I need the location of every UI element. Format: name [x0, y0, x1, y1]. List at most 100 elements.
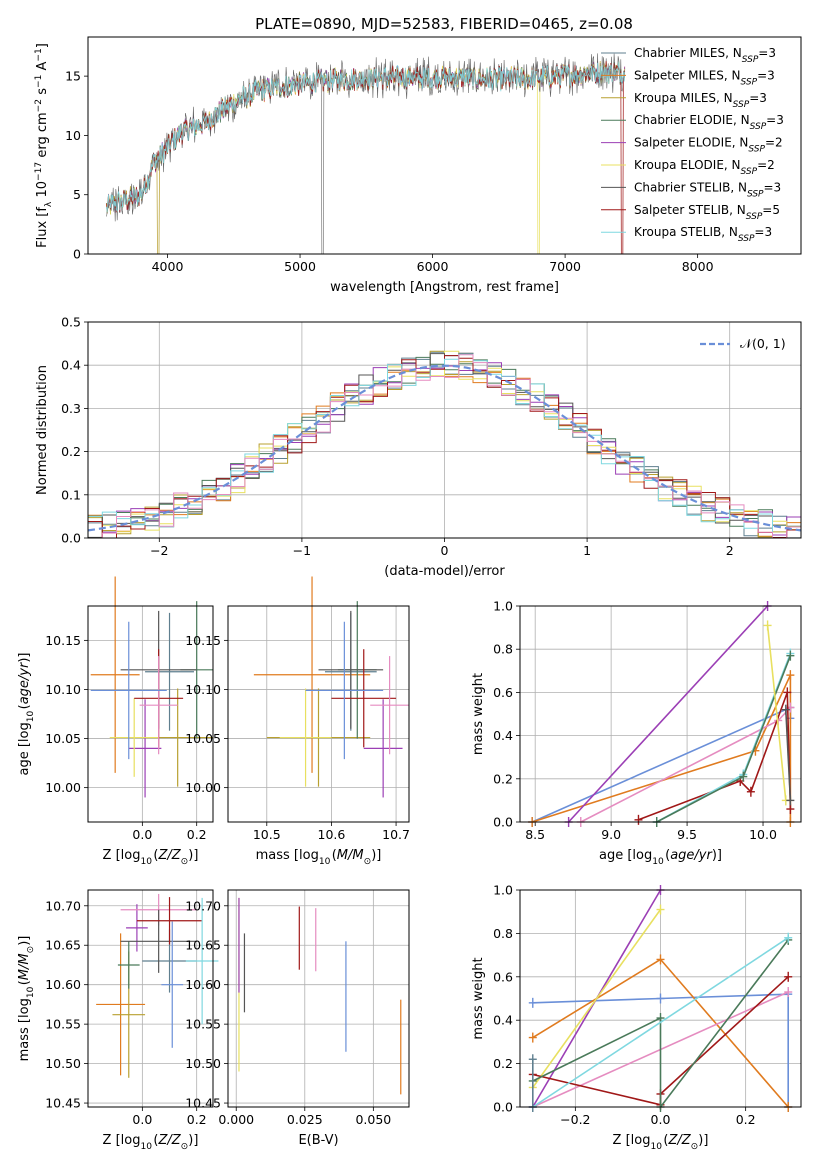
weight-line-salpeter_elodie — [568, 605, 769, 823]
x-tick-label: −1 — [293, 543, 311, 558]
y-tick-label: 10.05 — [185, 731, 221, 746]
x-tick-label: 10.7 — [382, 827, 410, 842]
x-tick-label: 0.2 — [187, 827, 207, 842]
weight_vs_age-panel: 8.5 9.0 9.5 10.0 0.0 0.2 0.4 0.6 0.8 1.0 age [log1… — [471, 599, 802, 867]
legend-label: Chabrier STELIB, NSSP=3 — [634, 180, 781, 199]
y-tick-label: 10.00 — [185, 780, 221, 795]
x-tick-label: 0.2 — [736, 1112, 756, 1127]
x-tick-label: 0.0 — [651, 1112, 671, 1127]
mass_vs_ebv-panel: 0.000 0.025 0.050 10.45 10.50 10.55 10.60 10.65… — [185, 889, 410, 1148]
spectrum-line-chabrier_stelib — [106, 53, 625, 254]
y-tick-label: 5 — [73, 187, 81, 202]
x-axis-label: Z [log10 (Z/Z⊙)] — [103, 1133, 199, 1152]
y-tick-label: 10.55 — [185, 1017, 221, 1032]
y-tick-label: 0.8 — [493, 926, 513, 941]
y-tick-label: 1.0 — [493, 599, 513, 614]
x-tick-label: −2 — [150, 543, 168, 558]
y-tick-label: 10.60 — [185, 977, 221, 992]
y-tick-label: 0.2 — [61, 444, 81, 459]
x-tick-label: 0.050 — [355, 1112, 391, 1127]
x-tick-label: 10.5 — [253, 827, 281, 842]
x-axis-label: wavelength [Angstrom, rest frame] — [330, 280, 559, 295]
x-tick-label: 4000 — [152, 259, 184, 274]
x-tick-label: 0.000 — [218, 1112, 254, 1127]
legend-label: Kroupa STELIB, NSSP=3 — [634, 225, 772, 244]
legend-label: Salpeter MILES, NSSP=3 — [634, 68, 775, 87]
y-axis-label: Normed distribution — [35, 365, 50, 495]
y-tick-label: 10.65 — [185, 938, 221, 953]
weight_vs_Z-panel: −0.2 0.0 0.2 0.0 0.2 0.4 0.6 0.8 1.0 Z [log10 (Z/… — [471, 883, 802, 1152]
weight-line-chabrier_elodie — [532, 939, 789, 1110]
y-tick-label: 0.4 — [493, 1013, 513, 1028]
y-tick-label: 0.4 — [61, 358, 81, 373]
y-axis-label: Flux [fλ 10−17 erg cm−2 s−1 A−1] — [34, 43, 54, 248]
axes-frame — [87, 889, 214, 1108]
x-axis-label: Z [log10 (Z/Z⊙)] — [613, 1133, 709, 1152]
legend-label: 𝒩(0, 1) — [740, 336, 786, 351]
y-tick-label: 0.6 — [493, 685, 513, 700]
y-tick-label: 0.6 — [493, 969, 513, 984]
y-tick-label: 0.5 — [61, 315, 81, 330]
y-tick-label: 10.70 — [45, 898, 81, 913]
x-tick-label: 10.6 — [318, 827, 346, 842]
y-tick-label: 0.0 — [493, 815, 513, 830]
spectrum-panel: 4000 5000 6000 7000 8000 0 5 10 15 wavelength [An… — [34, 36, 802, 295]
axes-frame — [87, 36, 802, 255]
weight-line-kroupa_elodie — [532, 909, 662, 1088]
axes-frame — [519, 889, 802, 1108]
spectrum-line-salpeter_stelib — [106, 61, 626, 254]
y-axis-label: mass [log10 (M/M⊙)] — [17, 936, 36, 1062]
legend-label: Chabrier ELODIE, NSSP=3 — [634, 113, 784, 132]
y-tick-label: 10 — [65, 128, 81, 143]
x-axis-label: mass [log10 (M/M⊙)] — [256, 848, 382, 867]
x-axis-label: age [log10 (age/yr)] — [599, 848, 722, 867]
y-tick-label: 0.0 — [61, 531, 81, 546]
x-tick-label: 8.5 — [525, 827, 545, 842]
y-tick-label: 10.45 — [45, 1096, 81, 1111]
y-tick-label: 0.4 — [493, 728, 513, 743]
y-axis-label: mass weight — [471, 673, 486, 755]
x-tick-label: 7000 — [549, 259, 581, 274]
legend-label: Salpeter ELODIE, NSSP=2 — [634, 136, 783, 155]
weight-line-kroupa_elodie — [766, 625, 787, 801]
y-tick-label: 10.15 — [45, 633, 81, 648]
legend-label: Kroupa MILES, NSSP=3 — [634, 91, 767, 110]
residuals-panel: −2 −1 0 1 2 0.0 0.1 0.2 0.3 0.4 0.5 (data-model)/er… — [35, 315, 802, 579]
y-tick-label: 15 — [65, 69, 81, 84]
y-tick-label: 0 — [73, 247, 81, 262]
y-tick-label: 0.0 — [493, 1100, 513, 1115]
weight-line-normal_line — [531, 706, 792, 823]
axes-frame — [87, 321, 802, 539]
x-tick-label: 10.0 — [749, 827, 777, 842]
y-tick-label: 1.0 — [493, 883, 513, 898]
legend-label: Chabrier MILES, NSSP=3 — [634, 46, 776, 65]
y-tick-label: 10.70 — [185, 898, 221, 913]
spectrum-line-kroupa_stelib — [106, 61, 626, 213]
y-tick-label: 10.15 — [185, 633, 221, 648]
weight-line-salpeter_elodie_pink — [580, 706, 791, 823]
x-tick-label: 0.025 — [287, 1112, 323, 1127]
x-tick-label: 0.0 — [132, 827, 152, 842]
y-tick-label: 10.50 — [45, 1056, 81, 1071]
histogram-salpeter_elodie_pink — [88, 354, 801, 538]
y-tick-label: 10.65 — [45, 938, 81, 953]
spectrum-line-kroupa_elodie — [106, 61, 626, 254]
spectrum-line-kroupa_miles — [106, 61, 626, 254]
y-tick-label: 0.2 — [493, 771, 513, 786]
x-tick-label: 0 — [441, 543, 449, 558]
legend-label: Salpeter STELIB, NSSP=5 — [634, 203, 780, 222]
x-tick-label: 8000 — [682, 259, 714, 274]
weight-line-normal_line — [532, 993, 789, 1107]
x-tick-label: 6000 — [417, 259, 449, 274]
y-tick-label: 10.10 — [45, 682, 81, 697]
y-axis-label: age [log10 (age/yr)] — [17, 653, 36, 776]
y-axis-label: mass weight — [471, 957, 486, 1039]
age_vs_Z-panel: 0.0 0.2 10.00 10.05 10.10 10.15 Z [log10 (Z/Z⊙… — [17, 576, 214, 867]
y-tick-label: 0.1 — [61, 487, 81, 502]
figure-title: PLATE=0890, MJD=52583, FIBERID=0465, z=0… — [255, 15, 633, 33]
x-tick-label: 1 — [583, 543, 591, 558]
y-tick-label: 10.05 — [45, 731, 81, 746]
